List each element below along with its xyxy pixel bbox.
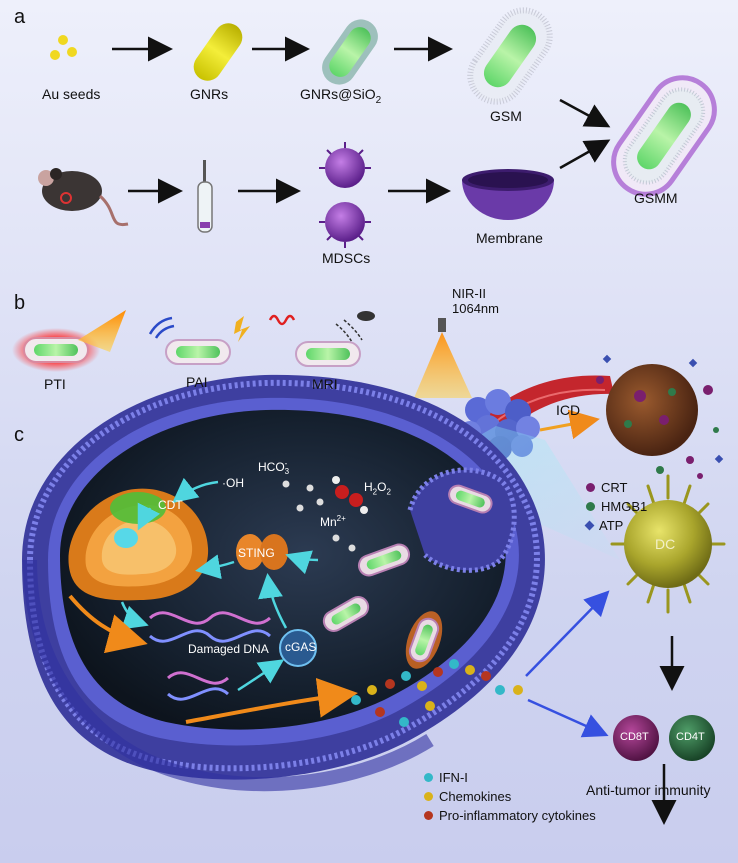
label-cd4t: CD4T — [676, 731, 705, 743]
arrow-golgi-to-dna-orange — [68, 594, 148, 654]
label-membrane: Membrane — [476, 230, 543, 246]
gnr-rod — [193, 23, 243, 81]
icd-legend-crt: CRT — [586, 480, 627, 495]
mouse-graphic — [38, 168, 129, 227]
arrow-membrane-to-gsmm — [559, 139, 611, 170]
cd4t-cell — [669, 715, 715, 761]
arrow-cgas-to-sting — [258, 573, 288, 629]
damaged-dna-helix — [148, 611, 272, 701]
h2o2-molecules — [282, 476, 368, 552]
cytokine-legend-ifn: IFN-I — [424, 770, 468, 785]
arrow-dna-to-cgas — [237, 659, 285, 692]
cytokine-legend-proinflammatory: Pro-inflammatory cytokines — [424, 808, 596, 823]
cd8t-cell — [613, 715, 659, 761]
label-sting: STING — [238, 546, 275, 560]
label-au-seeds: Au seeds — [42, 86, 101, 102]
icd-legend-atp: ATP — [584, 518, 623, 533]
hmgb1-marker — [586, 502, 595, 511]
internal-nanorods — [322, 543, 443, 669]
arrow-tumor-to-icd — [539, 409, 600, 440]
centrifuge-tube — [197, 160, 213, 233]
label-gsmm: GSMM — [634, 190, 678, 206]
arrow-gsm-to-gsmm — [559, 98, 611, 128]
label-pti: PTI — [44, 376, 66, 392]
membrane-hemisphere — [462, 169, 554, 220]
secreted-cytokines — [351, 659, 523, 727]
panel-label-c: c — [14, 424, 24, 446]
dendritic-cell — [610, 474, 726, 614]
chemokines-marker — [424, 792, 433, 801]
mri-particle — [268, 311, 375, 367]
proinflammatory-marker — [424, 811, 433, 820]
gsmm-particle — [611, 75, 717, 197]
crt-marker — [586, 483, 595, 492]
panel-label-a: a — [14, 6, 26, 28]
label-icd: ICD — [556, 402, 581, 418]
arrow-sting-to-golgi — [195, 554, 235, 580]
label-oh: ·OH — [222, 476, 244, 490]
pti-particle — [12, 310, 126, 372]
pai-particle — [148, 316, 250, 365]
gnr-sio2-rod — [322, 19, 378, 85]
label-gsm: GSM — [490, 108, 522, 124]
label-damaged-dna: Damaged DNA — [188, 642, 269, 656]
atp-marker — [584, 520, 595, 531]
icd-dying-cell — [596, 354, 724, 479]
label-mdscs: MDSCs — [322, 250, 371, 266]
gsm-particle — [467, 7, 553, 105]
label-gnrs: GNRs — [190, 86, 229, 102]
golgi-er — [68, 488, 209, 601]
panel-label-b: b — [14, 292, 26, 314]
mdsc-cells — [319, 142, 371, 248]
arrow-mn-to-sting — [285, 550, 319, 575]
label-pai: PAI — [186, 374, 208, 390]
label-mn: Mn2+ — [320, 514, 346, 529]
label-cdt: CDT — [158, 498, 183, 512]
arrow-dna-to-membrane-orange — [185, 677, 358, 724]
au-seeds-graphic — [50, 35, 77, 60]
label-gnrs-sio2: GNRs@SiO2 — [300, 86, 382, 106]
arrow-cdt-to-golgi — [137, 502, 161, 531]
arrow-to-t-cells — [527, 698, 609, 738]
label-anti-tumor: Anti-tumor immunity — [586, 782, 711, 798]
icd-legend-hmgb1: HMGB1 — [586, 499, 647, 514]
sting-protein — [236, 534, 288, 570]
label-dc: DC — [655, 536, 676, 552]
laser-beam — [414, 318, 472, 398]
label-cd8t: CD8T — [620, 731, 649, 743]
ifn-marker — [424, 773, 433, 782]
tumor-cell-membrane — [22, 374, 545, 792]
arrow-to-dc — [525, 590, 610, 677]
endocytosis-vesicle — [407, 467, 517, 573]
label-cgas: cGAS — [285, 640, 317, 654]
label-h2o2: H2O2 — [364, 480, 391, 497]
cytokine-legend-chemokines: Chemokines — [424, 789, 511, 804]
label-hco3: HCO -3 — [258, 459, 290, 476]
label-mri: MRI — [312, 376, 338, 392]
label-nir: NIR-II 1064nm — [452, 286, 499, 316]
arrow-oh-to-cdt — [172, 477, 219, 504]
cgas-sphere — [279, 629, 317, 667]
